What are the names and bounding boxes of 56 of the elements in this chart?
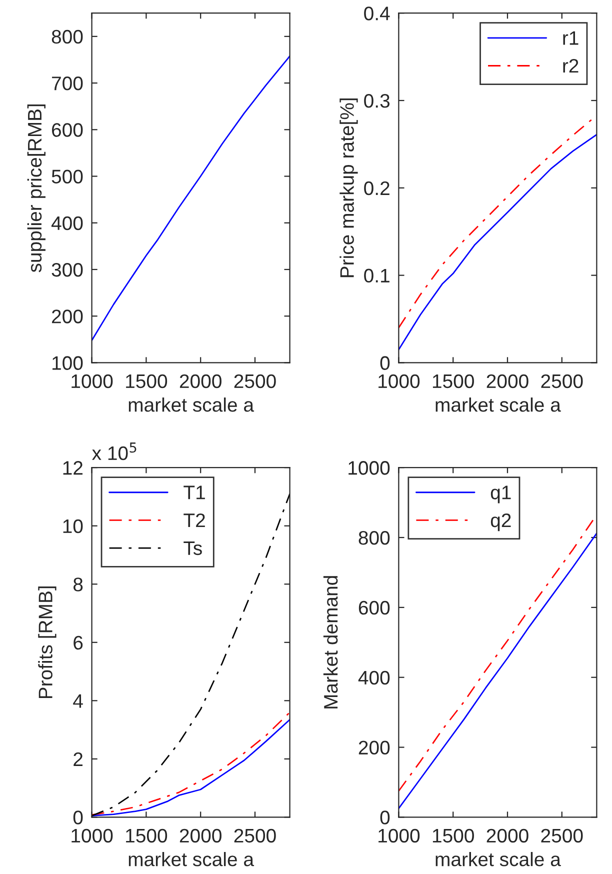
legend-label: q1 bbox=[490, 486, 511, 504]
y-tick-label: 500 bbox=[52, 170, 83, 184]
y-tick-label: 10 bbox=[63, 519, 83, 534]
y-tick-label: 12 bbox=[63, 461, 82, 475]
y-tick-label: 400 bbox=[358, 670, 390, 685]
y-axis-title: Market demand bbox=[323, 576, 338, 708]
y-tick-label: 0 bbox=[73, 810, 83, 824]
x-tick-label: 2000 bbox=[486, 828, 528, 843]
legend-label: T2 bbox=[184, 513, 205, 528]
y-tick-label: 700 bbox=[52, 76, 83, 90]
y-tick-label: 100 bbox=[52, 356, 83, 370]
x-axis-title: market scale a bbox=[436, 852, 561, 866]
x-tick-label: 2500 bbox=[234, 828, 276, 843]
y-tick-label: 0.2 bbox=[364, 181, 390, 196]
y-tick-label: 0.1 bbox=[364, 268, 390, 283]
y-tick-label: 600 bbox=[52, 123, 83, 137]
legend-label: q2 bbox=[490, 513, 511, 532]
y-axis-title: supplier price[RMB] bbox=[27, 104, 46, 272]
x-tick-label: 2000 bbox=[180, 828, 222, 843]
y-tick-label: 2 bbox=[74, 752, 82, 766]
y-tick-label: 400 bbox=[51, 216, 83, 230]
x-tick-label: 2500 bbox=[541, 828, 583, 843]
y-tick-label: 0 bbox=[380, 810, 390, 824]
x-tick-label: 1500 bbox=[432, 374, 474, 388]
y-tick-label: 0 bbox=[380, 356, 390, 370]
y-axis-title: Price markup rate[%] bbox=[340, 98, 358, 278]
line-series bbox=[92, 55, 290, 342]
y-axis-title: Profits [RMB] bbox=[38, 586, 56, 698]
y-tick-label: 600 bbox=[358, 600, 390, 615]
y-tick-label: 0.3 bbox=[364, 94, 390, 108]
y-tick-label: 200 bbox=[52, 310, 83, 324]
y-tick-label: 0.4 bbox=[364, 6, 390, 20]
legend-label: T1 bbox=[184, 486, 205, 500]
y-tick-label: 200 bbox=[358, 740, 390, 755]
x-axis-title: market scale a bbox=[128, 852, 254, 866]
y-tick-label: 6 bbox=[74, 636, 83, 650]
y-tick-label: 1000 bbox=[348, 461, 390, 475]
x-tick-label: 1500 bbox=[126, 374, 168, 388]
y-tick-label: 300 bbox=[52, 262, 83, 277]
x-tick-label: 1500 bbox=[432, 828, 474, 843]
y-tick-label: 4 bbox=[73, 694, 83, 708]
y-tick-label: 800 bbox=[358, 530, 390, 545]
legend-label: r1 bbox=[563, 31, 578, 45]
text: x 10$^{5}$ bbox=[92, 442, 136, 460]
x-tick-label: 2500 bbox=[541, 374, 583, 388]
line-series bbox=[398, 134, 597, 350]
y-tick-label: 8 bbox=[74, 578, 83, 592]
x-axis-title: market scale a bbox=[436, 398, 561, 412]
x-tick-label: 2000 bbox=[486, 374, 528, 388]
x-tick-label: 2000 bbox=[180, 374, 222, 388]
x-tick-label: 1500 bbox=[126, 828, 168, 843]
x-axis-title: market scale a bbox=[128, 398, 254, 412]
legend-label: r2 bbox=[563, 58, 578, 73]
x-tick-label: 2500 bbox=[234, 374, 276, 388]
legend-label: Ts bbox=[184, 542, 202, 556]
y-tick-label: 800 bbox=[52, 30, 83, 44]
